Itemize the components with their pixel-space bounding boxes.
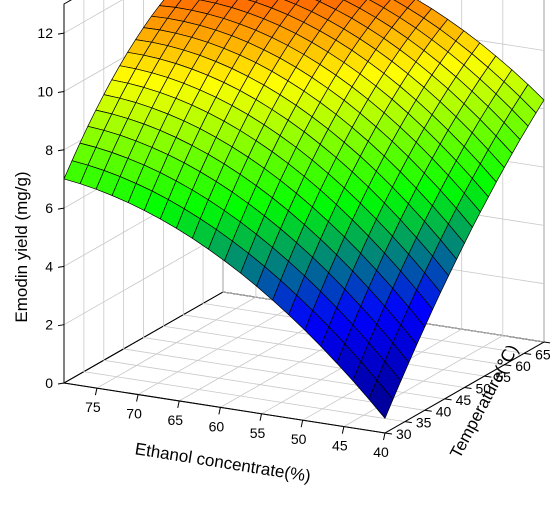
z-tick-label: 10 xyxy=(37,83,53,99)
z-tick xyxy=(57,324,65,327)
y-tick-label: 30 xyxy=(396,426,412,442)
z-tick-label: 2 xyxy=(45,317,53,333)
y-tick-label: 35 xyxy=(416,415,432,431)
y-tick xyxy=(543,341,550,344)
x-axis-title: Ethanol concentrate(%) xyxy=(134,439,312,486)
x-tick-label: 40 xyxy=(373,444,389,460)
y-tick-label: 50 xyxy=(476,381,492,397)
z-tick xyxy=(57,265,65,268)
x-tick xyxy=(136,394,139,402)
z-tick-label: 12 xyxy=(37,25,53,41)
surface-cell xyxy=(368,379,394,419)
z-tick xyxy=(57,382,65,385)
y-gridline xyxy=(83,0,405,422)
z-tick xyxy=(57,90,65,93)
x-axis-line xyxy=(63,382,386,434)
z-gridline xyxy=(63,0,123,34)
z-tick-label: 8 xyxy=(45,142,53,158)
x-tick-label: 65 xyxy=(167,412,183,428)
x-tick-label: 75 xyxy=(85,399,101,415)
z-tick xyxy=(57,207,65,210)
x-tick xyxy=(94,388,98,396)
x-tick xyxy=(300,420,304,428)
y-tick xyxy=(524,352,532,355)
x-tick-label: 70 xyxy=(126,406,142,422)
z-tick-label: 4 xyxy=(45,258,53,274)
y-tick xyxy=(444,398,452,401)
z-axis-title: Emodin yield (mg/g) xyxy=(12,171,31,322)
x-tick xyxy=(259,413,263,421)
y-tick-label: 55 xyxy=(495,369,511,385)
z-tick-label: 0 xyxy=(45,375,53,391)
z-tick xyxy=(57,32,65,35)
y-tick xyxy=(484,375,492,378)
x-tick-label: 45 xyxy=(332,438,348,454)
y-tick xyxy=(424,409,432,412)
x-tick xyxy=(177,400,180,409)
y-tick-label: 45 xyxy=(456,392,472,408)
tick-labels: 0246810124045505560657075303540455055606… xyxy=(37,25,550,460)
x-tick xyxy=(341,426,345,434)
x-tick xyxy=(383,432,386,441)
y-tick-label: 60 xyxy=(515,358,531,374)
y-tick xyxy=(384,432,393,435)
y-tick xyxy=(404,421,412,424)
z-tick xyxy=(57,149,65,152)
x-tick-label: 50 xyxy=(291,431,307,447)
y-tick-label: 40 xyxy=(436,403,452,419)
response-surface xyxy=(63,0,545,419)
x-tick-label: 60 xyxy=(209,418,225,434)
y-tick xyxy=(504,364,512,367)
x-tick xyxy=(218,407,221,415)
z-tick-label: 6 xyxy=(45,200,53,216)
y-tick xyxy=(464,387,472,389)
y-tick-label: 65 xyxy=(535,346,550,362)
x-tick-label: 55 xyxy=(250,425,266,441)
